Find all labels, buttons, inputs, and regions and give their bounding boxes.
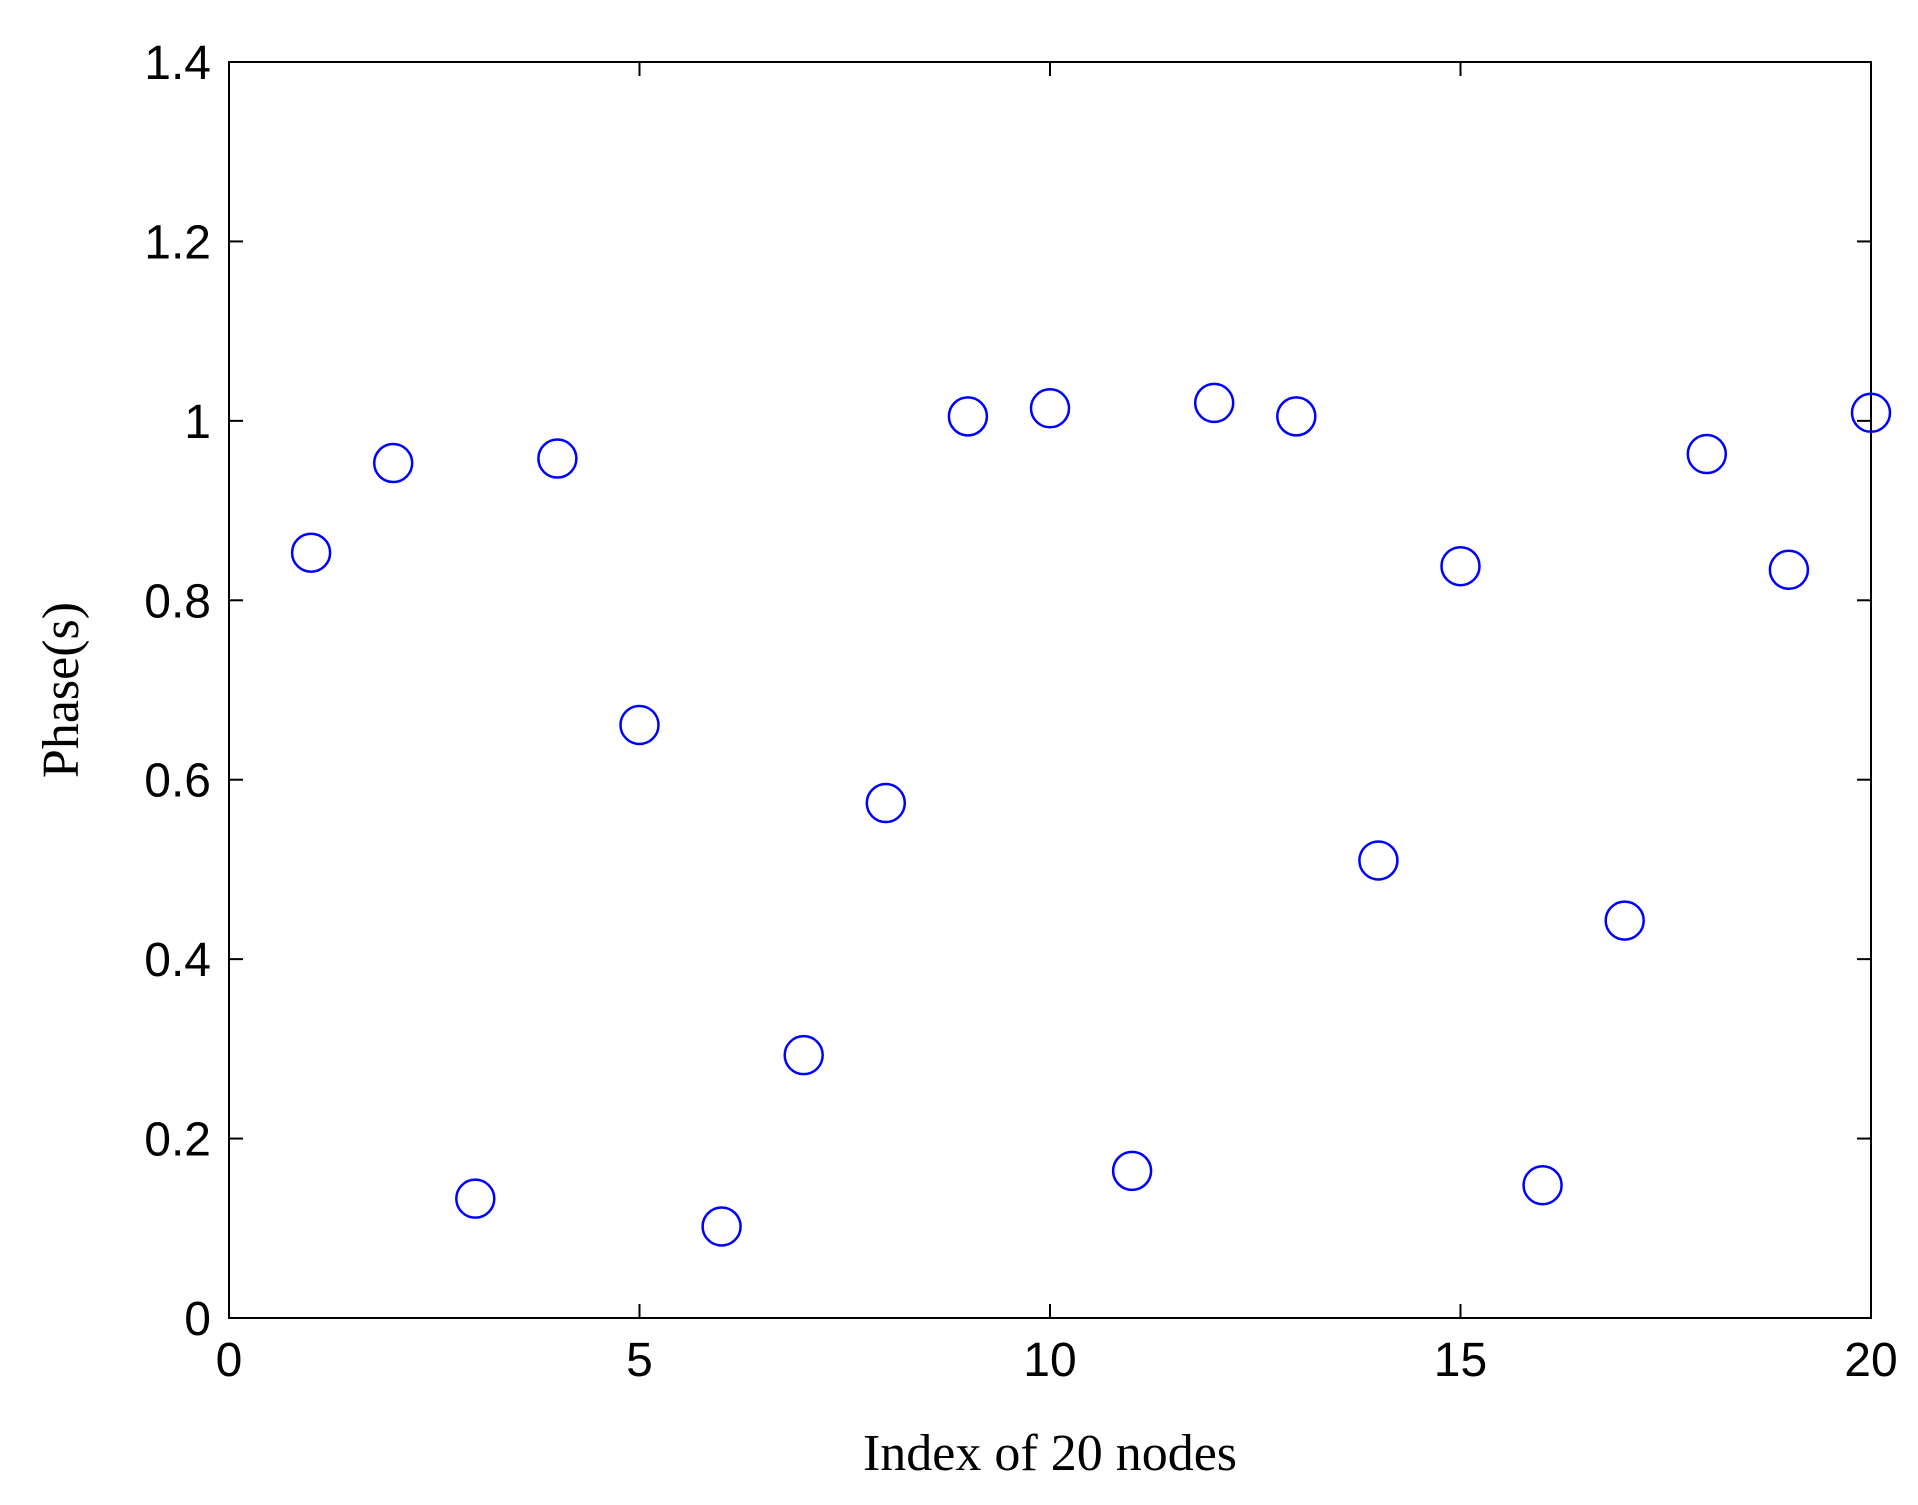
data-point <box>1440 545 1481 587</box>
data-point <box>1604 900 1645 941</box>
y-axis-title: Phase(s) <box>33 602 90 778</box>
data-point <box>1029 388 1071 429</box>
x-axis-title: Index of 20 nodes <box>863 1425 1237 1482</box>
x-tick-label: 15 <box>1434 1334 1487 1387</box>
data-point <box>372 442 414 484</box>
x-tick-label: 20 <box>1844 1334 1897 1387</box>
data-point <box>619 704 660 746</box>
data-point <box>1850 392 1892 434</box>
data-points <box>290 382 1892 1247</box>
axis-ticks <box>228 61 1872 1319</box>
y-tick-label: 1.4 <box>144 37 211 90</box>
y-tick-label: 1 <box>184 396 211 449</box>
y-tick-label: 0.4 <box>144 934 211 987</box>
data-point <box>537 438 578 479</box>
data-point <box>1358 840 1399 881</box>
data-point <box>865 782 907 824</box>
data-point <box>783 1034 824 1076</box>
data-point <box>1522 1164 1563 1206</box>
y-tick-label: 0.6 <box>144 755 211 808</box>
x-tick-label: 10 <box>1023 1334 1076 1387</box>
y-tick-label: 0.8 <box>144 575 211 628</box>
data-point <box>1111 1150 1153 1192</box>
data-point <box>1193 382 1235 424</box>
data-point <box>290 532 332 573</box>
x-tick-label: 5 <box>626 1334 653 1387</box>
y-tick-labels: 0 0.2 0.4 0.6 0.8 1 1.2 1.4 <box>144 37 211 1346</box>
data-point <box>1686 433 1728 475</box>
y-tick-label: 0 <box>184 1293 211 1346</box>
data-point <box>1768 549 1810 591</box>
data-point <box>947 396 989 437</box>
x-tick-label: 0 <box>216 1334 243 1387</box>
data-point <box>701 1206 742 1247</box>
data-point <box>1276 396 1317 437</box>
y-tick-label: 0.2 <box>144 1114 211 1167</box>
y-tick-label: 1.2 <box>144 216 211 269</box>
x-tick-labels: 0 5 10 15 20 <box>216 1334 1898 1387</box>
data-point <box>455 1178 496 1219</box>
